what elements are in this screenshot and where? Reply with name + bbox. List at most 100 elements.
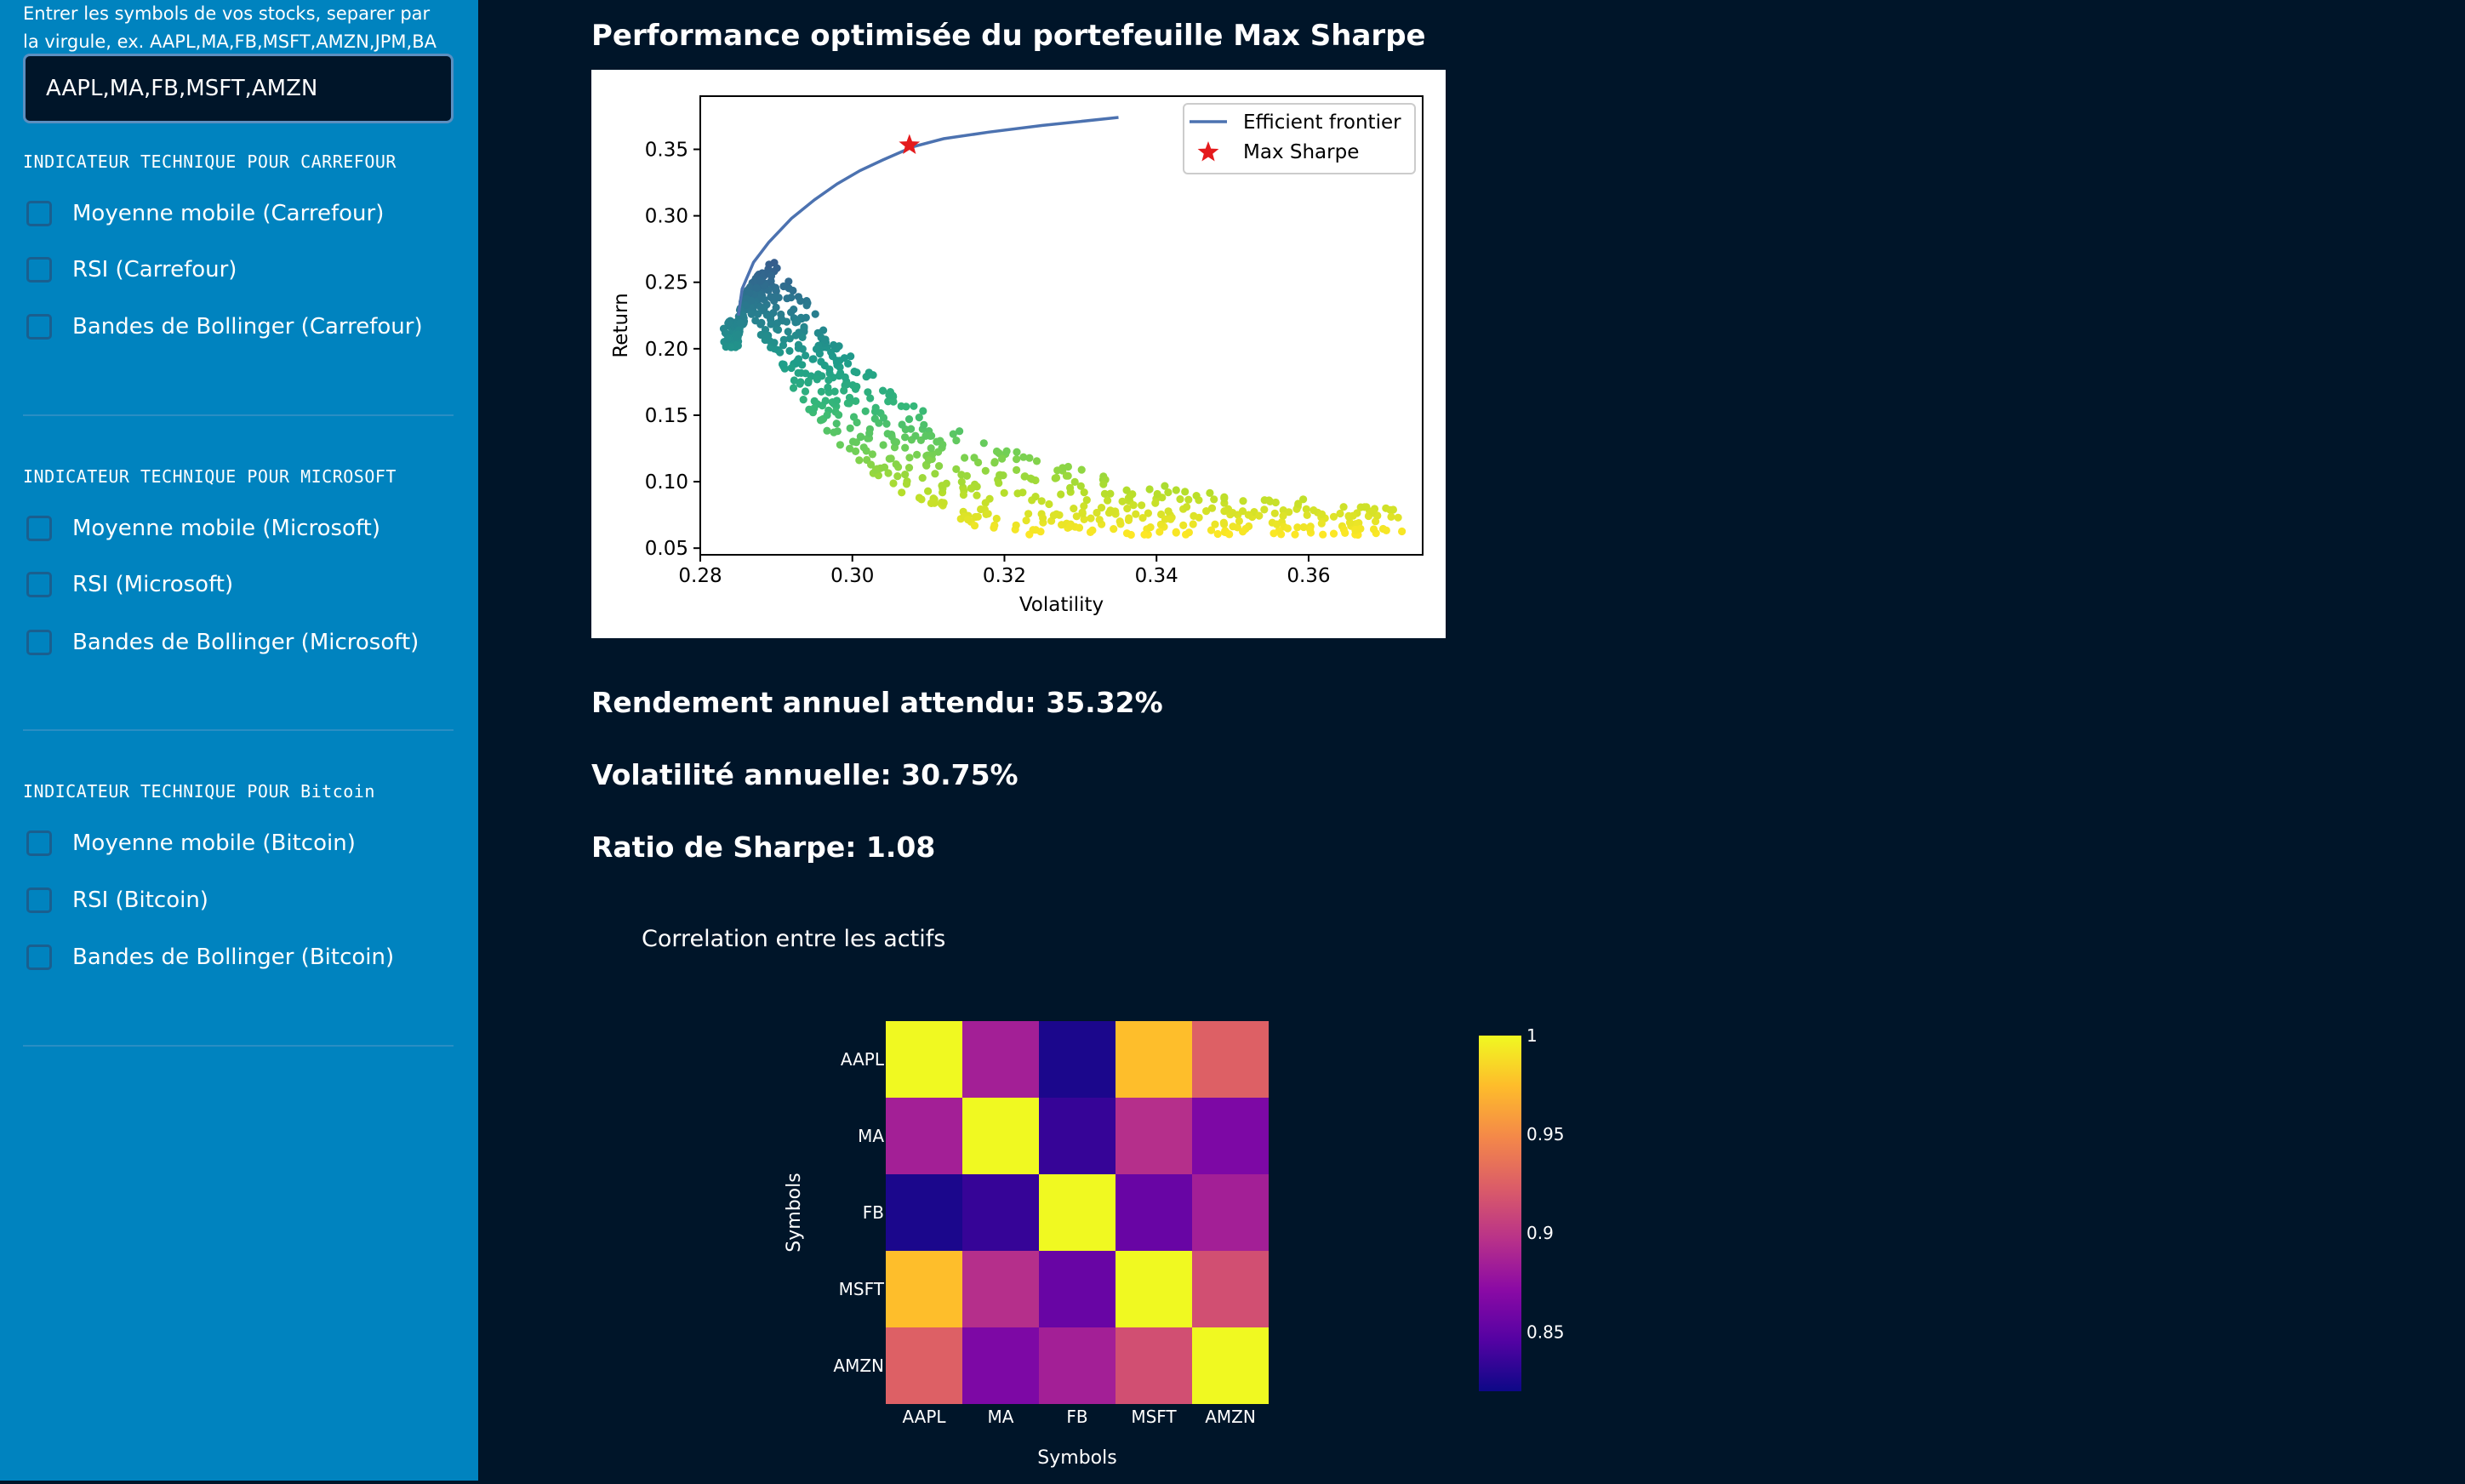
portfolio-point: [846, 424, 854, 432]
portfolio-point: [845, 393, 854, 402]
portfolio-point: [723, 335, 732, 344]
heatmap-cell: [962, 1327, 1039, 1404]
portfolio-point: [868, 450, 876, 459]
legend-entry-max-sharpe: Max Sharpe: [1243, 141, 1359, 163]
portfolio-point: [1317, 519, 1326, 528]
portfolio-point: [901, 433, 910, 442]
portfolio-point: [835, 411, 843, 420]
portfolio-point: [1123, 505, 1132, 513]
portfolio-point: [1144, 509, 1152, 517]
heatmap-cell: [1039, 1098, 1116, 1174]
portfolio-point: [802, 351, 810, 360]
portfolio-point: [1213, 529, 1222, 539]
checkbox-moyenne-mobile-microsoft[interactable]: Moyenne mobile (Microsoft): [26, 516, 380, 541]
portfolio-point: [1025, 454, 1034, 462]
colorbar-tick-label: 0.9: [1526, 1223, 1554, 1243]
checkbox-bollinger-microsoft[interactable]: Bandes de Bollinger (Microsoft): [26, 630, 419, 655]
legend-star-swatch: [1197, 141, 1219, 162]
portfolio-point: [893, 472, 902, 481]
checkbox-box[interactable]: [26, 201, 52, 226]
portfolio-point: [1012, 521, 1020, 529]
checkbox-bollinger-carrefour[interactable]: Bandes de Bollinger (Carrefour): [26, 314, 423, 340]
portfolio-point: [855, 456, 864, 465]
heatmap-cell: [962, 1174, 1039, 1251]
portfolio-point: [918, 474, 927, 482]
portfolio-point: [813, 328, 822, 337]
checkbox-label: Moyenne mobile (Bitcoin): [72, 830, 356, 856]
portfolio-point: [973, 491, 981, 499]
portfolio-point: [802, 313, 810, 322]
portfolio-point: [1032, 457, 1041, 465]
portfolio-point: [887, 454, 895, 463]
portfolio-point: [1271, 498, 1280, 507]
portfolio-point: [977, 505, 985, 514]
portfolio-point: [1049, 511, 1058, 520]
checkbox-bollinger-bitcoin[interactable]: Bandes de Bollinger (Bitcoin): [26, 945, 394, 970]
portfolio-point: [902, 480, 911, 488]
checkbox-box[interactable]: [26, 516, 52, 541]
portfolio-point: [905, 454, 914, 462]
heatmap-cell: [1192, 1251, 1269, 1327]
portfolio-point: [1095, 516, 1104, 524]
checkbox-label: Moyenne mobile (Microsoft): [72, 516, 380, 541]
portfolio-point: [1087, 514, 1095, 522]
portfolio-point: [770, 339, 779, 347]
portfolio-point: [772, 303, 780, 311]
checkbox-rsi-bitcoin[interactable]: RSI (Bitcoin): [26, 888, 208, 913]
portfolio-point: [757, 318, 766, 327]
portfolio-point: [1189, 520, 1197, 528]
portfolio-point: [879, 386, 887, 395]
colorbar-tick-label: 0.95: [1526, 1124, 1565, 1144]
portfolio-point: [1129, 501, 1138, 510]
portfolio-point: [1192, 492, 1201, 500]
checkbox-box[interactable]: [26, 257, 52, 283]
portfolio-point: [1184, 495, 1193, 504]
portfolio-point: [861, 407, 870, 415]
portfolio-point: [1110, 525, 1118, 534]
portfolio-point: [859, 443, 868, 452]
portfolio-point: [785, 277, 793, 286]
checkbox-rsi-carrefour[interactable]: RSI (Carrefour): [26, 257, 237, 283]
checkbox-box[interactable]: [26, 630, 52, 655]
portfolio-point: [793, 317, 802, 326]
portfolio-point: [823, 411, 831, 420]
portfolio-point: [911, 431, 920, 440]
portfolio-point: [825, 376, 833, 385]
portfolio-point: [772, 287, 780, 295]
portfolio-point: [892, 460, 900, 469]
section-microsoft: INDICATEUR TECHNIQUE POUR MICROSOFT Moye…: [23, 465, 454, 737]
portfolio-point: [1000, 488, 1008, 497]
portfolio-point: [952, 465, 961, 473]
x-tick-label: AMZN: [1205, 1407, 1256, 1427]
portfolio-point: [959, 490, 967, 499]
portfolio-point: [727, 343, 735, 351]
symbols-input[interactable]: AAPL,MA,FB,MSFT,AMZN: [23, 54, 454, 123]
portfolio-point: [1155, 528, 1164, 536]
checkbox-box[interactable]: [26, 830, 52, 856]
checkbox-rsi-microsoft[interactable]: RSI (Microsoft): [26, 572, 233, 597]
checkbox-label: RSI (Carrefour): [72, 257, 237, 283]
portfolio-point: [1065, 522, 1074, 531]
portfolio-point: [835, 372, 843, 380]
checkbox-moyenne-mobile-carrefour[interactable]: Moyenne mobile (Carrefour): [26, 201, 384, 226]
section-heading: INDICATEUR TECHNIQUE POUR CARREFOUR: [23, 151, 397, 172]
y-tick-label: 0.15: [645, 405, 688, 427]
portfolio-point: [1167, 515, 1175, 523]
checkbox-box[interactable]: [26, 572, 52, 597]
checkbox-box[interactable]: [26, 888, 52, 913]
section-divider: [23, 1045, 454, 1047]
portfolio-point: [1164, 507, 1173, 516]
portfolio-point: [1382, 526, 1390, 535]
checkbox-moyenne-mobile-bitcoin[interactable]: Moyenne mobile (Bitcoin): [26, 830, 356, 856]
portfolio-point: [1082, 496, 1091, 505]
portfolio-point: [1306, 525, 1315, 534]
portfolio-point: [1229, 509, 1237, 517]
portfolio-point: [1153, 489, 1161, 499]
portfolio-point: [1013, 465, 1021, 474]
portfolio-point: [857, 432, 865, 442]
portfolio-point: [1031, 493, 1040, 501]
checkbox-box[interactable]: [26, 314, 52, 340]
portfolio-point: [853, 382, 861, 391]
checkbox-box[interactable]: [26, 945, 52, 970]
portfolio-point: [1293, 523, 1302, 532]
